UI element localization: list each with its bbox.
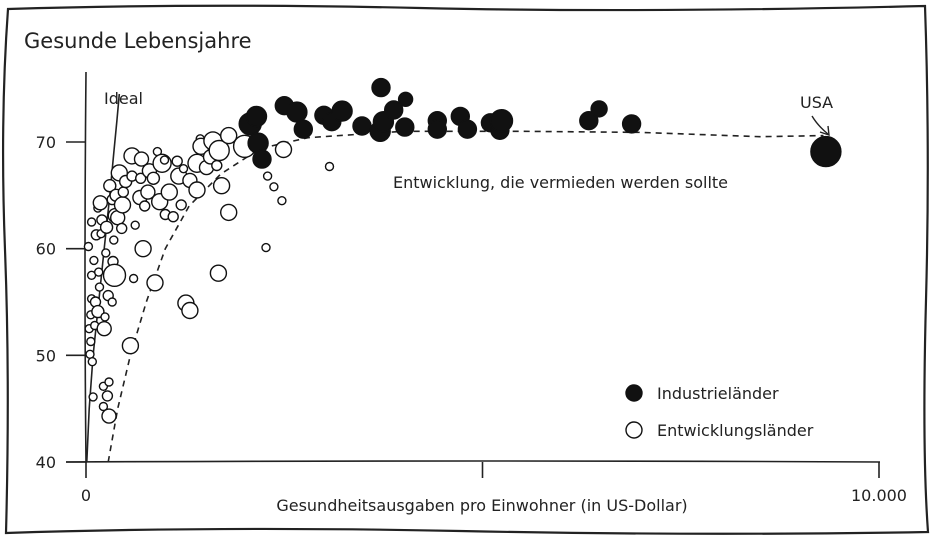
y-ticks: 40 50 60 70: [36, 133, 86, 472]
entwicklungslaender-point: [115, 222, 128, 235]
entwicklungslaender-point: [96, 321, 112, 337]
entwicklungslaender-point: [159, 155, 170, 165]
entwicklungslaender-point: [167, 210, 179, 223]
entwicklungslaender-point: [188, 181, 206, 199]
industrielaender-point: [286, 101, 308, 123]
industrielaender-point: [579, 110, 599, 131]
entwicklungslaender-point: [86, 217, 97, 227]
legend: Industrieländer Entwicklungsländer: [625, 384, 814, 440]
y-tick-label: 60: [36, 240, 56, 259]
y-tick-label: 40: [36, 453, 56, 472]
entwicklungslaender-point: [134, 172, 147, 185]
entwicklungslaender-point: [134, 239, 152, 258]
entwicklungslaender-point: [128, 273, 139, 284]
usa-arrowhead: [819, 125, 830, 137]
entwicklungslaender-point: [178, 163, 189, 174]
industrielaender-point: [371, 77, 391, 98]
entwicklungslaender-point: [212, 176, 231, 195]
entwicklungslaender-point: [175, 199, 187, 211]
entwicklungslaender-point: [88, 392, 98, 402]
x-ticks: 0 10.000: [81, 462, 907, 505]
entwicklungslaender-point: [103, 178, 117, 193]
entwicklungslaender-point: [87, 357, 98, 367]
x-axis-label: Gesundheitsausgaben pro Einwohner (in US…: [276, 496, 687, 515]
entwicklungslaender-point: [98, 401, 109, 412]
entwicklungslaender-point: [262, 171, 273, 181]
industrielaender-point: [590, 100, 608, 118]
y-axis-line: [84, 71, 87, 464]
entwicklungslaender-point: [113, 196, 132, 214]
chart-frame: [1, 4, 930, 535]
legend-label-entwicklungslaender: Entwicklungsländer: [657, 421, 814, 440]
entwicklungslaender-point: [209, 264, 228, 282]
entwicklungslaender-point: [274, 140, 293, 159]
entwicklungslaender-point: [219, 203, 238, 222]
entwicklungslaender-point: [101, 390, 114, 402]
industrielaender-point: [489, 108, 514, 133]
industrielaender-point: [384, 100, 404, 120]
entwicklungslaender-point: [138, 200, 151, 212]
industrielaender-point: [252, 149, 272, 169]
legend-marker-entwicklungslaender: [625, 421, 643, 439]
entwicklungslaender-point: [107, 297, 117, 307]
entwicklungslaender-point: [89, 255, 99, 266]
entwicklungslaender-point: [109, 235, 119, 245]
usa-arrow: [811, 115, 829, 135]
entwicklungslaender-point: [171, 155, 183, 167]
entwicklungslaender-point: [181, 301, 199, 320]
ideal-label: Ideal: [104, 89, 143, 108]
industrielaender-point: [427, 119, 447, 139]
entwicklungslaender-point: [160, 183, 179, 201]
entwicklungslaender-point: [208, 139, 230, 162]
entwicklungslaender-point: [93, 267, 104, 277]
points: [83, 77, 842, 424]
x-tick-label: 10.000: [851, 486, 907, 505]
legend-marker-industrielaender: [625, 384, 643, 402]
entwicklungslaender-point: [100, 312, 110, 322]
entwicklungslaender-point: [91, 304, 105, 319]
entwicklungslaender-point: [130, 220, 140, 230]
entwicklungslaender-point: [99, 220, 114, 235]
entwicklungslaender-point: [102, 263, 127, 287]
chart-title: Gesunde Lebensjahre: [24, 29, 252, 53]
entwicklungslaender-point: [101, 408, 117, 424]
entwicklungslaender-point: [83, 241, 94, 252]
entwicklungslaender-point: [269, 182, 279, 192]
entwicklungslaender-point: [101, 248, 111, 258]
entwicklungslaender-point: [104, 377, 114, 387]
entwicklungslaender-point: [261, 242, 271, 253]
entwicklungslaender-point: [86, 336, 96, 347]
industrielaender-point: [457, 119, 478, 139]
entwicklungslaender-point: [146, 274, 164, 292]
entwicklungslaender-point: [219, 126, 238, 145]
x-tick-label: 0: [81, 486, 91, 505]
entwicklungslaender-point: [121, 337, 140, 355]
industrielaender-point: [245, 105, 268, 128]
usa-label: USA: [800, 93, 833, 112]
entwicklungslaender-point: [140, 184, 156, 200]
entwicklungslaender-point: [211, 159, 223, 172]
entwicklungslaender-point: [133, 151, 150, 167]
entwicklungslaender-point: [92, 195, 109, 211]
industrielaender-point: [293, 119, 313, 139]
entwicklungslaender-point: [324, 161, 335, 172]
y-tick-label: 70: [36, 133, 56, 152]
entwicklungslaender-point: [94, 282, 105, 292]
y-tick-label: 50: [36, 346, 56, 365]
legend-label-industrielaender: Industrieländer: [657, 384, 779, 403]
industrielaender-point: [621, 114, 642, 134]
industrielaender-point: [810, 135, 842, 168]
entwicklungslaender-point: [117, 186, 130, 198]
entwicklungslaender-point: [277, 195, 287, 206]
industrielaender-point: [352, 116, 372, 136]
axes: [65, 71, 881, 464]
x-axis-line: [65, 460, 881, 463]
entwicklungslaender-point: [146, 171, 161, 186]
trend-label: Entwicklung, die vermieden werden sollte: [393, 173, 728, 192]
industrielaender-point: [395, 117, 415, 137]
industrielaender-point: [397, 91, 414, 108]
industrielaender-point: [331, 100, 353, 122]
